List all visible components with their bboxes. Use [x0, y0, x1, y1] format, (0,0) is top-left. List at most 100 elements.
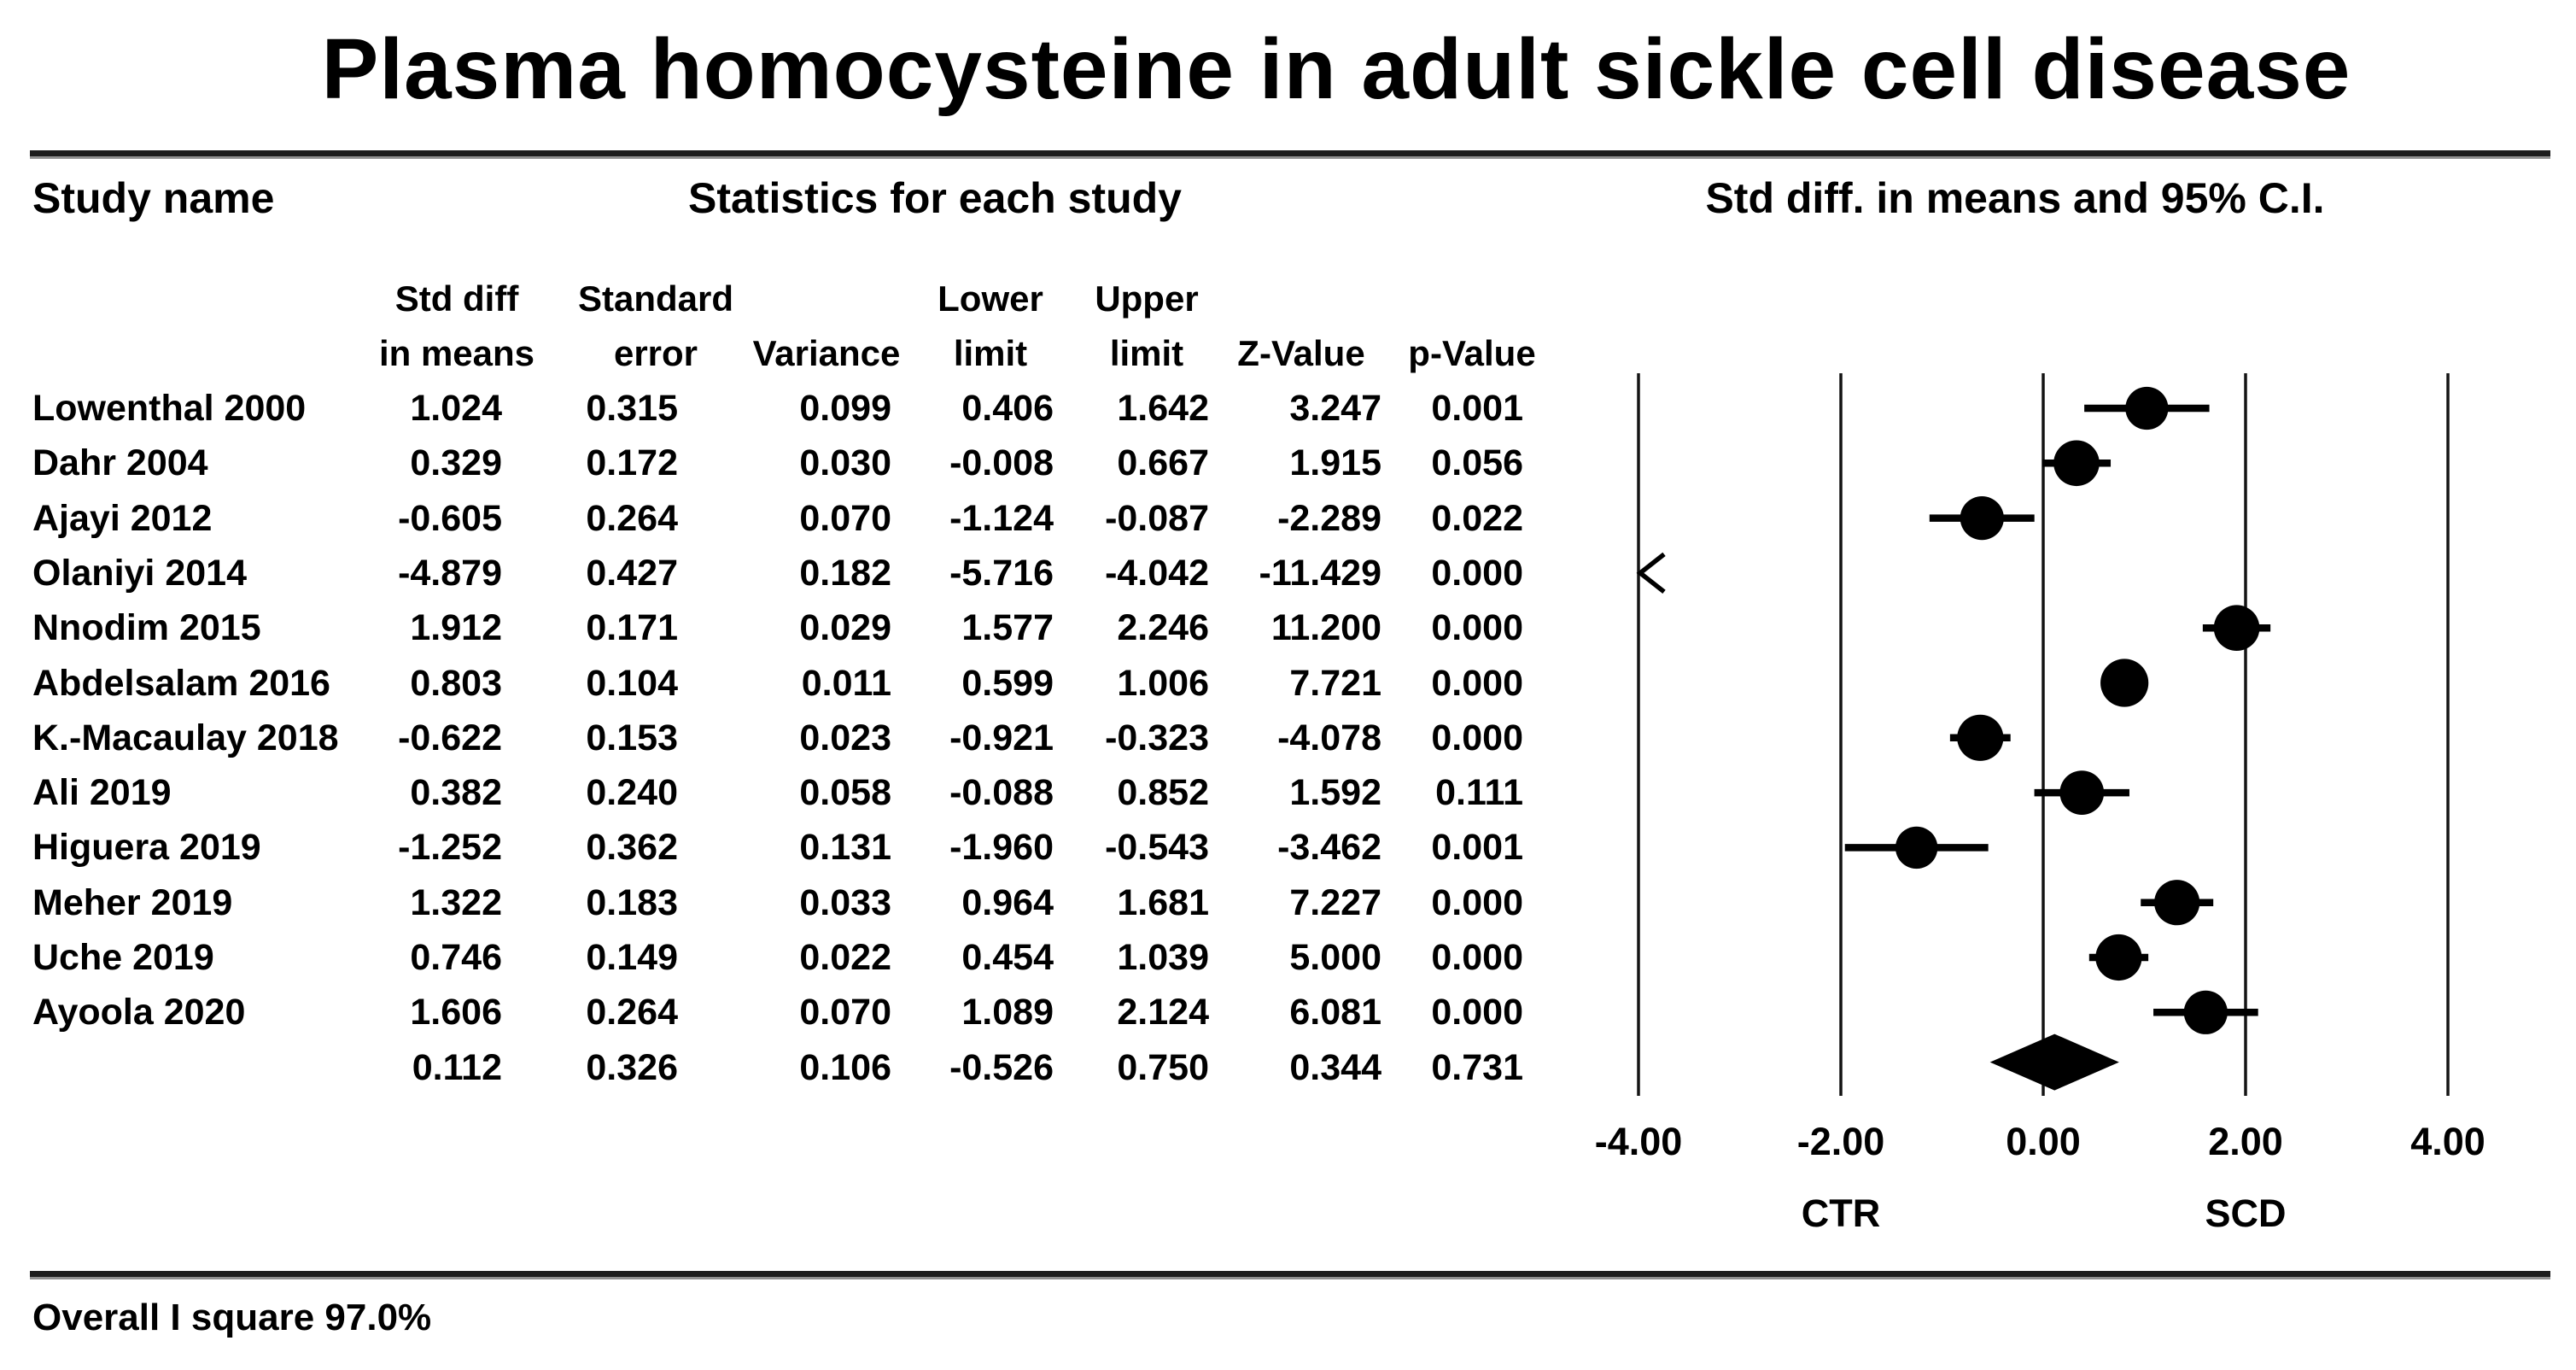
effect-point: [2125, 386, 2169, 430]
stat-cell-lower: 0.599: [961, 662, 1054, 704]
stat-cell-z: 0.344: [1289, 1046, 1381, 1088]
stat-cell-lower: 0.406: [961, 388, 1054, 429]
effect-point: [1895, 826, 1938, 869]
stat-cell-variance: 0.106: [799, 1046, 891, 1088]
stat-cell-variance: 0.131: [799, 827, 891, 869]
stat-cell-se: 0.153: [586, 717, 678, 758]
effect-point: [1960, 496, 2004, 541]
stat-cell-p: 0.000: [1431, 662, 1523, 704]
stat-cell-std_diff: -0.622: [398, 717, 502, 758]
bottom-divider: [30, 1271, 2550, 1279]
offscale-left-arrow: [1636, 552, 1666, 594]
stat-cell-std_diff: -4.879: [398, 552, 502, 594]
col-header-lower-limit: limit: [953, 333, 1028, 373]
study-name-cell: Ajayi 2012: [32, 497, 213, 539]
stat-cell-lower: -0.088: [949, 772, 1054, 814]
stat-cell-p: 0.000: [1431, 607, 1523, 649]
stat-cell-z: -3.462: [1277, 827, 1381, 869]
stat-cell-z: 3.247: [1289, 388, 1381, 429]
col-header-upper-limit: limit: [1109, 333, 1184, 373]
stat-cell-variance: 0.033: [799, 881, 891, 923]
stat-cell-lower: 1.089: [961, 992, 1054, 1033]
stat-cell-lower: -0.526: [949, 1046, 1054, 1088]
stat-cell-lower: -0.008: [949, 442, 1054, 484]
stat-cell-std_diff: 1.322: [410, 881, 502, 923]
effect-point: [2059, 770, 2105, 815]
stat-cell-z: 5.000: [1289, 937, 1381, 978]
effect-point: [2183, 990, 2228, 1034]
effect-point: [2095, 934, 2142, 981]
stat-cell-upper: 0.852: [1117, 772, 1209, 814]
group-label-right: SCD: [2205, 1191, 2286, 1235]
stat-cell-variance: 0.029: [799, 607, 891, 649]
axis-tick-label: -4.00: [1595, 1120, 1683, 1163]
stat-cell-se: 0.326: [586, 1046, 678, 1088]
heterogeneity-note: Overall I square 97.0%: [32, 1297, 432, 1338]
stat-cell-upper: 2.246: [1117, 607, 1209, 649]
column-group-statistics: Statistics for each study: [688, 174, 1182, 222]
stat-cell-se: 0.171: [586, 607, 678, 649]
effect-point: [2213, 605, 2260, 651]
study-name-cell: Higuera 2019: [32, 827, 261, 869]
stat-cell-se: 0.427: [586, 552, 678, 594]
axis-tick-label: 0.00: [2006, 1120, 2081, 1163]
stat-cell-lower: -5.716: [949, 552, 1054, 594]
study-name-cell: Nnodim 2015: [32, 607, 261, 649]
stat-cell-z: 11.200: [1270, 607, 1381, 649]
stat-cell-se: 0.172: [586, 442, 678, 484]
study-name-cell: Ayoola 2020: [32, 992, 246, 1033]
stat-cell-std_diff: 0.746: [410, 937, 502, 978]
axis-tick-label: 4.00: [2410, 1120, 2485, 1163]
col-header-z-value: Z-Value: [1237, 333, 1365, 373]
stat-cell-se: 0.240: [586, 772, 678, 814]
stat-cell-variance: 0.099: [799, 388, 891, 429]
stat-cell-p: 0.000: [1431, 992, 1523, 1033]
stat-cell-lower: 1.577: [961, 607, 1054, 649]
stat-cell-variance: 0.058: [799, 772, 891, 814]
stat-cell-std_diff: 0.382: [410, 772, 502, 814]
stat-cell-p: 0.000: [1431, 717, 1523, 758]
stat-cell-upper: 1.681: [1117, 881, 1209, 923]
stat-cell-p: 0.001: [1431, 388, 1523, 429]
stat-cell-p: 0.001: [1431, 827, 1523, 869]
stat-cell-std_diff: 0.803: [410, 662, 502, 704]
study-name-cell: Ali 2019: [32, 772, 172, 814]
stat-cell-lower: -1.960: [949, 827, 1054, 869]
stat-cell-p: 0.056: [1431, 442, 1523, 484]
stat-cell-se: 0.362: [586, 827, 678, 869]
stat-cell-p: 0.731: [1431, 1046, 1523, 1088]
stat-cell-variance: 0.011: [801, 662, 891, 704]
stat-cell-z: 7.721: [1289, 662, 1381, 704]
stat-cell-std_diff: 0.112: [412, 1046, 502, 1088]
study-name-cell: Uche 2019: [32, 937, 214, 978]
stat-cell-p: 0.000: [1431, 881, 1523, 923]
col-header-upper-line1: Upper: [1095, 278, 1199, 319]
study-name-cell: Abdelsalam 2016: [32, 662, 330, 704]
stat-cell-variance: 0.023: [799, 717, 891, 758]
stat-cell-upper: -0.323: [1105, 717, 1209, 758]
col-header-standard-line1: Standard: [577, 278, 734, 319]
col-header-lower-line1: Lower: [938, 278, 1043, 319]
effect-point: [2053, 440, 2100, 487]
stat-cell-upper: 2.124: [1117, 992, 1209, 1033]
stat-cell-se: 0.264: [586, 992, 678, 1033]
stat-cell-std_diff: 0.329: [410, 442, 502, 484]
axis-tick-label: -2.00: [1797, 1120, 1885, 1163]
stat-cell-p: 0.022: [1431, 497, 1523, 539]
stat-cell-upper: 1.006: [1117, 662, 1209, 704]
study-name-cell: Dahr 2004: [32, 442, 208, 484]
stat-cell-upper: -0.087: [1105, 497, 1209, 539]
stat-cell-se: 0.264: [586, 497, 678, 539]
stat-cell-p: 0.111: [1435, 772, 1523, 814]
stat-cell-upper: 1.642: [1117, 388, 1209, 429]
stat-cell-z: -4.078: [1277, 717, 1381, 758]
study-name-cell: Olaniyi 2014: [32, 552, 247, 594]
col-header-p-value: p-Value: [1408, 333, 1536, 373]
stat-cell-variance: 0.182: [799, 552, 891, 594]
stat-cell-std_diff: 1.606: [410, 992, 502, 1033]
stat-cell-variance: 0.070: [799, 992, 891, 1033]
figure-title: Plasma homocysteine in adult sickle cell…: [321, 21, 2351, 117]
stat-cell-upper: 0.750: [1117, 1046, 1209, 1088]
